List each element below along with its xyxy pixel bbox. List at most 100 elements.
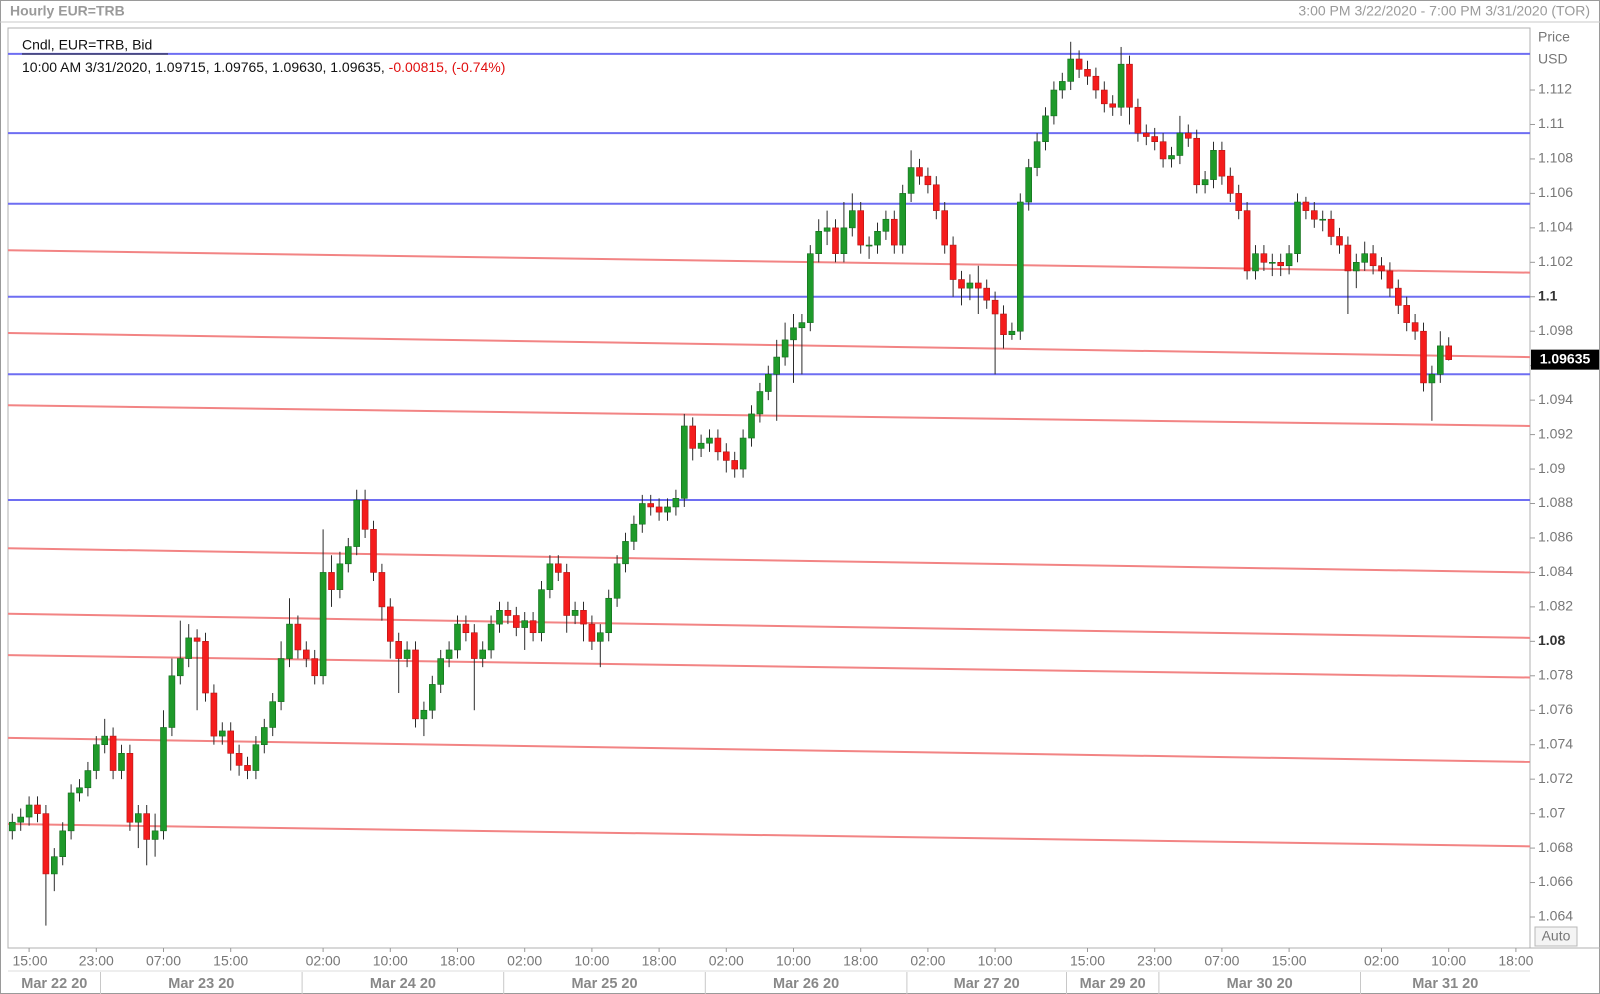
trend-line	[7, 822, 1531, 848]
trend-line	[7, 404, 1531, 427]
candle-body-up	[1269, 262, 1276, 264]
y-tick-label: 1.064	[1538, 908, 1573, 924]
candle-body-down	[1185, 132, 1192, 139]
x-tick-label: 02:00	[709, 953, 744, 969]
candle-body-up	[1437, 345, 1444, 375]
chart-title: Hourly EUR=TRB	[10, 3, 125, 19]
y-tick-label: 1.074	[1538, 735, 1573, 751]
candle-body-up	[420, 709, 428, 720]
candle-body-up	[790, 327, 797, 341]
candle-body-up	[487, 623, 495, 651]
candle-body-down	[731, 460, 739, 470]
y-tick-label: 1.086	[1538, 529, 1573, 545]
candle-body-up	[67, 792, 75, 832]
candle-body-up	[260, 727, 268, 746]
candle-body-up	[269, 701, 277, 728]
x-tick-label: 18:00	[440, 953, 475, 969]
candle-body-down	[34, 804, 41, 814]
plot-content	[7, 41, 1531, 926]
candle-body-down	[1311, 210, 1318, 220]
y-tick-label: 1.072	[1538, 770, 1573, 786]
y-tick-label: 1.092	[1538, 425, 1573, 441]
candle-body-up	[571, 610, 579, 616]
candle-body-down	[529, 620, 537, 634]
candle-body-up	[101, 735, 108, 746]
candle-body-up	[50, 856, 58, 875]
candle-body-down	[1260, 253, 1268, 263]
candle-body-up	[1059, 81, 1066, 91]
candle-body-up	[1008, 330, 1016, 335]
candle-body-down	[857, 210, 865, 246]
y-tick-label: 1.088	[1538, 494, 1573, 510]
candle-body-up	[344, 546, 352, 565]
trend-line	[7, 654, 1531, 679]
legend-change: -0.00815, (-0.74%)	[389, 59, 506, 75]
candle-body-down	[1084, 69, 1091, 77]
candle-body-up	[25, 804, 33, 818]
y-tick-label: 1.106	[1538, 184, 1573, 200]
candle-body-up	[9, 821, 16, 832]
candle-body-down	[512, 615, 520, 628]
candle-body-down	[235, 753, 243, 766]
candle-body-up	[538, 589, 545, 634]
x-tick-label: 23:00	[79, 953, 114, 969]
x-tick-label: 18:00	[642, 953, 677, 969]
trend-line	[7, 331, 1531, 359]
candle-body-up	[907, 167, 915, 194]
candle-body-up	[17, 816, 25, 823]
x-tick-label: 07:00	[1204, 953, 1239, 969]
candle-body-down	[1075, 58, 1083, 70]
candle-body-down	[1378, 265, 1385, 272]
y-axis-unit: USD	[1538, 51, 1568, 67]
candle-body-up	[1168, 155, 1175, 160]
candle-body-down	[1336, 236, 1343, 246]
auto-scale-button[interactable]	[1534, 926, 1578, 947]
candle-body-up	[596, 632, 604, 642]
candle-body-down	[689, 425, 697, 449]
candle-body-up	[1294, 201, 1301, 254]
candle-body-down	[588, 623, 596, 642]
candle-body-up	[622, 541, 629, 565]
y-tick-label: 1.07	[1538, 804, 1565, 820]
candle-body-down	[932, 184, 940, 211]
trend-line	[7, 612, 1531, 639]
x-tick-label: 10:00	[1431, 953, 1466, 969]
candle-body-up	[798, 322, 806, 329]
chart-subtitle: 3:00 PM 3/22/2020 - 7:00 PM 3/31/2020 (T…	[1298, 3, 1590, 19]
x-tick-label: 15:00	[1070, 953, 1105, 969]
candle-body-up	[454, 623, 461, 651]
candle-body-up	[336, 563, 344, 590]
candle-body-up	[93, 744, 100, 771]
candle-body-up	[781, 339, 789, 358]
candle-body-up	[1042, 115, 1049, 143]
candle-body-down	[328, 572, 335, 590]
candle-body-up	[445, 649, 453, 659]
candle-body-down	[210, 692, 218, 737]
candle-body-up	[664, 506, 671, 513]
candle-body-up	[546, 563, 554, 590]
candle-body-up	[1319, 218, 1326, 221]
candle-body-up	[319, 572, 327, 677]
x-tick-label: 18:00	[843, 953, 878, 969]
candle-body-up	[84, 770, 92, 789]
candle-body-down	[1126, 63, 1133, 108]
candle-body-down	[1193, 137, 1200, 186]
y-tick-label: 1.066	[1538, 873, 1573, 889]
candle-body-down	[1411, 322, 1419, 332]
date-label: Mar 22 20	[21, 976, 87, 992]
candle-body-up	[252, 744, 260, 771]
candle-body-up	[680, 425, 688, 499]
candle-body-down	[1395, 287, 1402, 306]
auto-scale-label[interactable]: Auto	[1542, 928, 1571, 944]
date-label: Mar 29 20	[1080, 976, 1146, 992]
candle-body-up	[437, 658, 445, 685]
candle-body-up	[1117, 63, 1125, 108]
candle-body-down	[958, 279, 965, 289]
candle-body-down	[983, 287, 991, 301]
candle-body-down	[1302, 201, 1310, 211]
candle-body-up	[59, 830, 67, 857]
candle-body-down	[1369, 253, 1377, 267]
x-tick-label: 18:00	[1498, 953, 1533, 969]
candle-body-up	[118, 753, 125, 771]
